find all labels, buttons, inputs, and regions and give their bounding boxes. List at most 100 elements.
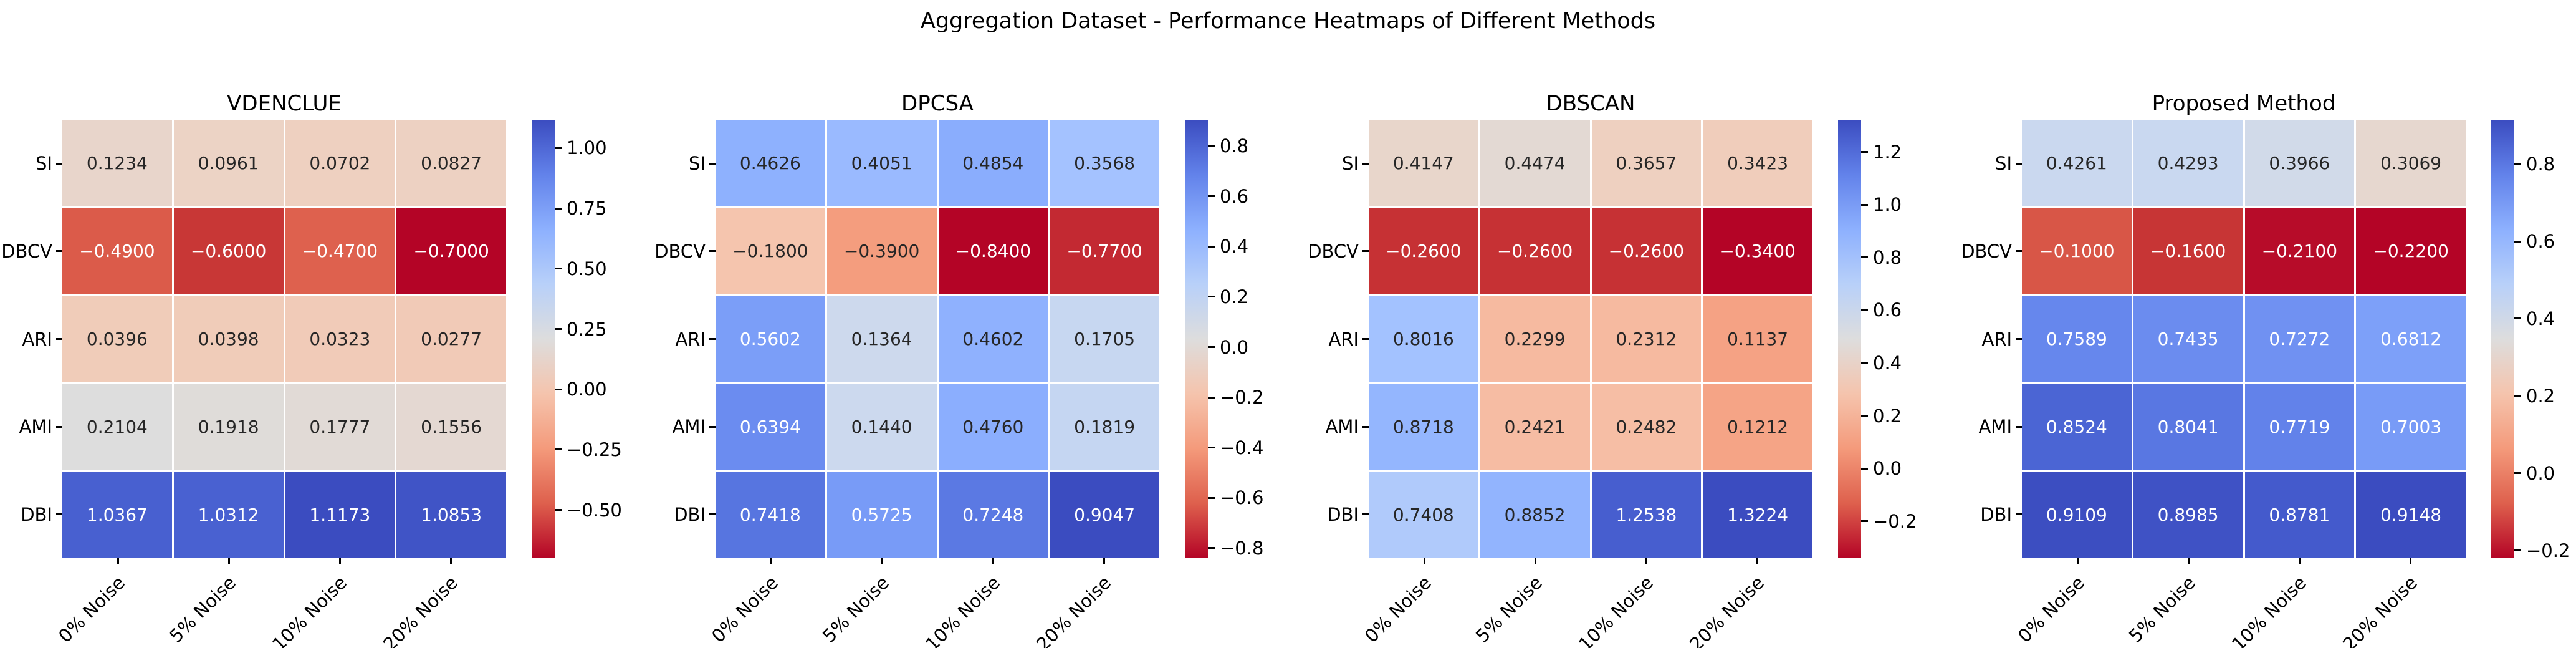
heatmap-cell: −0.3900 [826,208,937,294]
colorbar-tick-mark [1861,256,1868,259]
heatmap-grid: 0.4626 0.4051 0.4854 0.3568 −0.1800 −0.3900 −0… [716,120,1159,558]
heatmap-cell: 1.2538 [1591,471,1702,558]
colorbar-tick-label: 1.2 [1873,141,1902,163]
heatmap-cell: 0.8524 [2022,384,2132,470]
colorbar-gradient [1838,120,1861,558]
heatmap-cell: −0.1800 [716,208,825,294]
heatmap-cell: 0.2104 [62,384,172,470]
heatmap-cell: −0.8400 [938,208,1048,294]
heatmap-cell: 0.8985 [2133,471,2243,558]
heatmap-cell: 0.9109 [2022,471,2132,558]
colorbar-tick-mark [1861,362,1868,364]
y-tick-mark [2016,250,2022,253]
colorbar-tick-label: 0.2 [2526,385,2555,407]
y-tick-mark [1362,425,1369,428]
colorbar-tick-mark [2514,317,2521,320]
colorbar-tick-mark [2514,395,2521,397]
heatmap-cell: 0.8016 [1369,296,1478,382]
colorbar-tick-mark [1861,520,1868,523]
heatmap-cell: 0.3069 [2356,120,2466,206]
colorbar-tick-label: −0.2 [2526,539,2570,561]
x-tick-label: 20% Noise [1032,572,1116,648]
heatmap-cell: 1.0312 [173,471,284,558]
colorbar-tick-mark [2514,549,2521,552]
x-tick-label: 5% Noise [2125,572,2200,647]
heatmap-cell: −0.1000 [2022,208,2132,294]
y-tick-mark [2016,162,2022,165]
heatmap-cell: 0.4626 [716,120,825,206]
heatmap-cell: 0.2299 [1480,296,1590,382]
colorbar-tick-mark [1208,447,1215,449]
y-tick-mark [56,250,62,253]
heatmap-cell: 0.9047 [1050,471,1159,558]
heatmap-cell: 0.8852 [1480,471,1590,558]
heatmap-cell: −0.2600 [1480,208,1590,294]
y-tick-mark [56,425,62,428]
colorbar-tick-label: −0.4 [1220,437,1264,458]
heatmap-cell: −0.4700 [285,208,395,294]
heatmap-cell: 0.4602 [938,296,1048,382]
y-tick-label: AMI [1978,416,2012,438]
colorbar-tick-mark [1861,151,1868,153]
colorbar-tick-label: 0.00 [567,379,607,400]
y-tick-mark [1362,513,1369,516]
heatmap-cell: 0.0827 [396,120,506,206]
heatmap-cell: 0.1440 [826,384,937,470]
colorbar-tick-mark [1208,245,1215,248]
y-tick-label: DBCV [1308,240,1359,262]
heatmap-cell: 0.4760 [938,384,1048,470]
y-tick-label: DBI [1327,503,1359,525]
colorbar-tick-mark [555,509,562,511]
colorbar-tick-mark [1208,396,1215,399]
x-tick-mark [1645,558,1647,564]
heatmap-cell: −0.2200 [2356,208,2466,294]
heatmap-cell: 0.1918 [173,384,284,470]
colorbar-tick-label: 0.50 [567,258,607,279]
heatmap-cell: 0.4293 [2133,120,2243,206]
heatmap-cell: 0.5725 [826,471,937,558]
x-tick-mark [1103,558,1105,564]
heatmap-cell: 0.0398 [173,296,284,382]
x-tick-mark [2076,558,2079,564]
heatmap-cell: 0.7408 [1369,471,1478,558]
x-tick-label: 20% Noise [1685,572,1769,648]
colorbar-tick-mark [1208,296,1215,298]
heatmap-cell: 0.1777 [285,384,395,470]
heatmap-cell: 0.1364 [826,296,937,382]
heatmap-cell: 0.1137 [1703,296,1812,382]
x-tick-label: 10% Noise [1574,572,1658,648]
x-tick-label: 20% Noise [379,572,462,648]
colorbar-tick-label: 0.6 [1220,185,1249,207]
heatmap-cell: 0.2482 [1591,384,1702,470]
heatmap-cell: −0.3400 [1703,208,1812,294]
colorbar-tick-mark [555,207,562,210]
heatmap-cell: 0.8718 [1369,384,1478,470]
x-tick-label: 5% Noise [1472,572,1547,647]
panel-title: VDENCLUE [227,91,342,116]
colorbar-tick-label: 1.00 [567,137,607,159]
colorbar-tick-mark [1861,415,1868,417]
x-tick-label: 20% Noise [2339,572,2422,648]
heatmap-cell: 0.1819 [1050,384,1159,470]
colorbar-tick-mark [1208,496,1215,499]
colorbar-tick-label: 0.4 [1873,352,1902,374]
y-tick-mark [709,162,716,165]
x-tick-label: 0% Noise [2014,572,2089,647]
x-tick-label: 5% Noise [818,572,894,647]
y-tick-label: AMI [672,416,706,438]
colorbar-tick-label: −0.6 [1220,487,1264,509]
x-tick-mark [2187,558,2190,564]
heatmap-cell: 0.7272 [2244,296,2355,382]
colorbar-tick-label: 0.0 [2526,462,2555,484]
heatmap-cell: 0.1234 [62,120,172,206]
colorbar-tick-mark [1861,309,1868,311]
colorbar-tick-mark [1861,203,1868,206]
colorbar-tick-mark [2514,240,2521,243]
heatmap-cell: 0.0702 [285,120,395,206]
colorbar-tick-label: −0.2 [1873,510,1917,532]
colorbar-gradient [1185,120,1208,558]
heatmap-cell: −0.2600 [1369,208,1478,294]
heatmap-cell: −0.7000 [396,208,506,294]
heatmap-cell: 0.6394 [716,384,825,470]
heatmap-cell: 0.6812 [2356,296,2466,382]
